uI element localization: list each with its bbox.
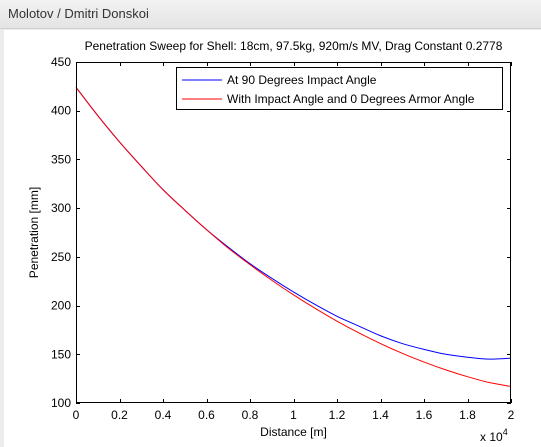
x-tick-label: 1.4	[372, 408, 389, 422]
x-tick-label: 0	[73, 408, 80, 422]
y-tick-label: 300	[51, 201, 71, 215]
series-line-2	[75, 87, 512, 387]
plot-area	[76, 62, 511, 403]
x-multiplier-base: x 10	[480, 430, 503, 444]
x-tick-label: 0.8	[242, 408, 259, 422]
y-tick-label: 200	[51, 299, 71, 313]
y-tick-label: 350	[51, 152, 71, 166]
y-tick-label: 250	[51, 250, 71, 264]
x-tick-label: 1	[290, 408, 297, 422]
window-titlebar: Molotov / Dmitri Donskoi	[0, 0, 541, 29]
y-axis-label: Penetration [mm]	[27, 187, 41, 278]
legend-box	[176, 67, 503, 110]
x-tick-label: 1.6	[416, 408, 433, 422]
x-multiplier-exponent: 4	[503, 427, 508, 437]
series-lines	[75, 87, 512, 387]
legend-entry-1: At 90 Degrees Impact Angle	[227, 73, 377, 87]
x-tick-label: 2	[508, 408, 515, 422]
x-tick-label: 0.6	[198, 408, 215, 422]
x-axis-multiplier: x 104	[480, 427, 508, 444]
y-tick-label: 450	[51, 55, 71, 69]
y-tick-label: 150	[51, 347, 71, 361]
x-tick-label: 0.2	[111, 408, 128, 422]
x-tick-label: 1.2	[329, 408, 346, 422]
figure-panel: Penetration Sweep for Shell: 18cm, 97.5k…	[4, 30, 541, 447]
plot-frame	[76, 62, 511, 403]
x-tick-label: 1.8	[459, 408, 476, 422]
legend: At 90 Degrees Impact Angle With Impact An…	[176, 67, 503, 110]
window-title: Molotov / Dmitri Donskoi	[8, 6, 149, 21]
legend-entry-2: With Impact Angle and 0 Degrees Armor An…	[227, 92, 475, 106]
x-axis-label: Distance [m]	[260, 425, 327, 439]
y-tick-label: 400	[51, 104, 71, 118]
axis-ticks: 0 0.2 0.4 0.6 0.8 1 1.2 1.4 1.6 1.8 2 100 150 200 250 3…	[51, 55, 515, 422]
x-tick-label: 0.4	[155, 408, 172, 422]
chart-title: Penetration Sweep for Shell: 18cm, 97.5k…	[85, 39, 503, 53]
penetration-chart: Penetration Sweep for Shell: 18cm, 97.5k…	[27, 39, 515, 444]
y-tick-label: 100	[51, 396, 71, 410]
